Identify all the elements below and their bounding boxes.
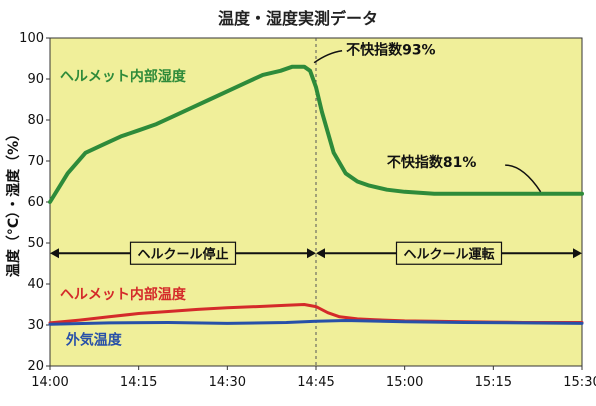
y-tick-label: 100 <box>19 31 44 46</box>
phase-label-box <box>129 241 237 265</box>
y-axis-title-group: 温度（°C）・湿度（%） <box>5 127 22 277</box>
phase-group: ヘルクール停止 ヘルクール運転 <box>50 38 582 366</box>
x-tick-group: 14:00 14:15 14:30 14:45 15:00 15:15 15:30 <box>31 366 596 390</box>
x-tick-label: 14:00 <box>31 375 68 390</box>
chart-title: 温度・湿度実測データ <box>217 9 378 28</box>
series-label: ヘルメット内部湿度 <box>60 68 187 85</box>
phase-label: ヘルクール停止 <box>137 246 228 262</box>
y-tick-label: 80 <box>27 113 44 128</box>
annotation-label: 不快指数93% <box>346 42 436 59</box>
y-tick-label: 90 <box>27 72 44 87</box>
phase-arrow-head-left <box>50 248 59 259</box>
x-tick-label: 14:15 <box>120 375 157 390</box>
y-tick-label: 50 <box>27 236 44 251</box>
annotation-label: 不快指数81% <box>387 154 477 171</box>
y-tick-label: 60 <box>27 195 44 210</box>
y-axis-title: 温度（°C）・湿度（%） <box>5 127 22 277</box>
x-tick-label: 15:00 <box>386 375 423 390</box>
y-tick-label: 30 <box>27 318 44 333</box>
series-label: ヘルメット内部温度 <box>60 286 187 303</box>
annotation-leader <box>313 49 343 64</box>
x-tick-label: 15:15 <box>475 375 512 390</box>
annotation-leader <box>505 164 542 193</box>
annotation-group: 不快指数93% 不快指数81% <box>313 42 542 193</box>
x-tick-label: 15:30 <box>563 375 596 390</box>
y-tick-group: 20 30 40 50 60 70 80 90 100 <box>19 31 50 374</box>
phase-label: ヘルクール運転 <box>403 246 494 262</box>
phase-arrow-head-left <box>316 248 325 259</box>
y-tick-label: 20 <box>27 359 44 374</box>
x-tick-label: 14:30 <box>209 375 246 390</box>
x-tick-label: 14:45 <box>297 375 334 390</box>
phase-arrow-head-right <box>307 248 316 259</box>
series-line <box>48 319 584 326</box>
series-label: 外気温度 <box>66 331 123 348</box>
series-line <box>48 64 584 204</box>
phase-arrow-head-right <box>573 248 582 259</box>
y-tick-label: 70 <box>27 154 44 169</box>
phase-label-box <box>395 241 503 265</box>
y-tick-label: 40 <box>27 277 44 292</box>
series-group <box>48 64 584 326</box>
